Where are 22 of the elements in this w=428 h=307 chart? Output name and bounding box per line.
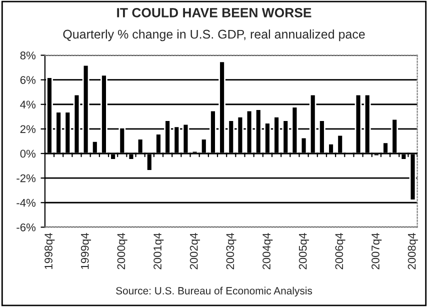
x-tick-label: 2006q4 [335, 233, 346, 270]
y-tick-label: -2% [16, 174, 36, 182]
x-tick-label: 2001q4 [154, 233, 164, 270]
x-tick-label: 1998q4 [44, 233, 55, 269]
y-tick-label: 8% [20, 52, 36, 60]
x-tick-label: 2004q4 [262, 233, 273, 270]
x-tick-label: 2005q4 [298, 233, 309, 270]
chart-subtitle: Quarterly % change in U.S. GDP, real annualized pace [63, 29, 365, 42]
x-tick-label: 1999q4 [80, 233, 91, 269]
y-tick-label: -6% [16, 223, 36, 232]
y-tick-label: 0% [20, 150, 36, 158]
source-note: Source: U.S. Bureau of Economic Analysis [116, 286, 312, 297]
x-tick-label: 2008q4 [408, 233, 418, 270]
x-tick-label: 2002q4 [190, 233, 200, 270]
x-tick-label: 2000q4 [117, 233, 128, 270]
y-tick-label: -4% [16, 198, 36, 207]
x-tick-label: 2007q4 [372, 233, 382, 270]
y-tick-label: 4% [20, 100, 36, 108]
chart-title: IT COULD HAVE BEEN WORSE [117, 8, 312, 18]
x-tick-label: 2003q4 [226, 233, 236, 270]
y-tick-label: 2% [20, 125, 36, 134]
y-tick-label: 6% [20, 76, 36, 84]
